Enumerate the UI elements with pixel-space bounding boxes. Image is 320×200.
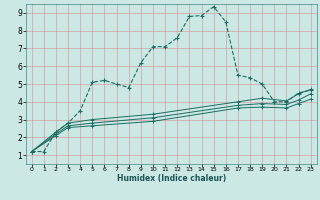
- X-axis label: Humidex (Indice chaleur): Humidex (Indice chaleur): [116, 174, 226, 183]
